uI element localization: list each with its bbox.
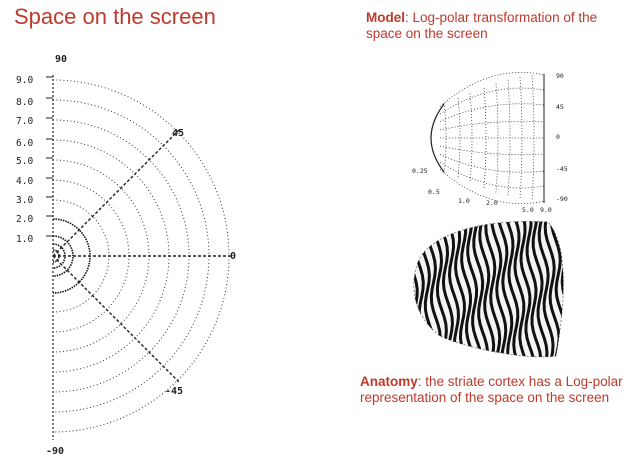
angle-label-45: 45 bbox=[172, 128, 184, 139]
cortex-stripe bbox=[496, 221, 514, 357]
angle-label-0: 0 bbox=[230, 251, 236, 262]
ecc-label-1: 1.0 bbox=[16, 234, 33, 245]
eccentricity-ticks bbox=[46, 76, 53, 237]
eccentricity-ring bbox=[52, 79, 230, 433]
iso-eccentricity-line bbox=[519, 77, 523, 199]
cortex-stripe bbox=[519, 221, 537, 357]
angle-ray bbox=[52, 129, 180, 257]
log-polar-iso-eccentricity-lines bbox=[430, 75, 535, 201]
ecc-label-9: 9.0 bbox=[16, 75, 33, 86]
cortex-stripe bbox=[525, 221, 543, 357]
cortex-stripe bbox=[502, 221, 521, 357]
model-angle-label-90: 90 bbox=[556, 72, 564, 80]
angle-label-neg90: -90 bbox=[46, 446, 64, 457]
model-angle-label-45: 45 bbox=[556, 103, 564, 111]
iso-angle-line bbox=[439, 154, 545, 173]
cortex-stripe bbox=[413, 221, 418, 357]
ecc-label-2: 2.0 bbox=[16, 214, 33, 225]
model-ecc-label-05: 0.5 bbox=[428, 188, 440, 196]
anatomy-caption-text: : the striate cortex has a Log-polar rep… bbox=[360, 374, 623, 405]
model-ecc-label-5: 5.0 bbox=[522, 206, 534, 214]
iso-angle-line bbox=[439, 145, 545, 156]
fovea-boundary bbox=[430, 103, 445, 173]
iso-eccentricity-line bbox=[495, 83, 499, 193]
model-angle-label-neg45: -45 bbox=[556, 165, 568, 173]
iso-eccentricity-line bbox=[443, 102, 447, 174]
cortex-stripe bbox=[490, 221, 508, 357]
cortex-stripe bbox=[478, 221, 496, 357]
angle-ray bbox=[52, 255, 180, 383]
angle-label-neg45: -45 bbox=[165, 386, 183, 397]
polar-field-diagram bbox=[46, 75, 231, 440]
anatomy-caption: Anatomy: the striate cortex has a Log-po… bbox=[360, 374, 630, 406]
eccentricity-ring bbox=[52, 235, 74, 277]
cortex-stripe bbox=[451, 221, 470, 357]
anatomy-caption-label: Anatomy bbox=[360, 374, 418, 389]
iso-eccentricity-line bbox=[507, 80, 511, 196]
iso-angle-line bbox=[439, 161, 545, 189]
cortex-stripe bbox=[484, 221, 502, 357]
ecc-label-6: 6.0 bbox=[16, 138, 33, 149]
log-polar-iso-angle-lines bbox=[439, 72, 545, 204]
ecc-label-3: 3.0 bbox=[16, 195, 33, 206]
iso-angle-line bbox=[439, 103, 545, 122]
cortex-stripe bbox=[562, 221, 564, 357]
cortex-stripe bbox=[510, 221, 529, 357]
log-polar-grid bbox=[430, 72, 545, 204]
ecc-label-8: 8.0 bbox=[16, 97, 33, 108]
cortex-stripe bbox=[549, 221, 564, 357]
iso-angle-line bbox=[439, 87, 545, 115]
model-caption-label: Model bbox=[366, 10, 405, 25]
model-angle-label-0: 0 bbox=[556, 133, 560, 141]
model-angle-label-neg90: -90 bbox=[556, 195, 568, 203]
cortex-stripe bbox=[460, 221, 477, 357]
model-caption: Model: Log-polar transformation of the s… bbox=[366, 10, 628, 42]
cortex-stripe bbox=[531, 221, 549, 357]
ecc-label-5: 5.0 bbox=[16, 156, 33, 167]
iso-eccentricity-line bbox=[531, 75, 535, 201]
iso-angle-line bbox=[439, 120, 545, 131]
cortex-stripe bbox=[472, 221, 490, 357]
striate-cortex-image bbox=[413, 220, 564, 358]
model-ecc-label-1: 1.0 bbox=[458, 197, 470, 205]
ecc-label-4: 4.0 bbox=[16, 176, 33, 187]
ecc-label-7: 7.0 bbox=[16, 116, 33, 127]
iso-angle-line bbox=[439, 72, 545, 107]
model-ecc-label-9: 9.0 bbox=[540, 206, 552, 214]
angle-rays bbox=[52, 129, 231, 383]
screen-space-title: Space on the screen bbox=[14, 4, 216, 29]
cortex-stripe bbox=[537, 221, 555, 357]
model-caption-text: : Log-polar transformation of the space … bbox=[366, 10, 598, 41]
eccentricity-ring bbox=[52, 249, 60, 263]
angle-label-90: 90 bbox=[55, 54, 67, 65]
iso-eccentricity-line bbox=[457, 98, 461, 178]
cortex-stripe bbox=[466, 221, 483, 357]
model-ecc-label-2: 2.0 bbox=[486, 199, 498, 207]
model-ecc-label-025: 0.25 bbox=[412, 167, 428, 175]
